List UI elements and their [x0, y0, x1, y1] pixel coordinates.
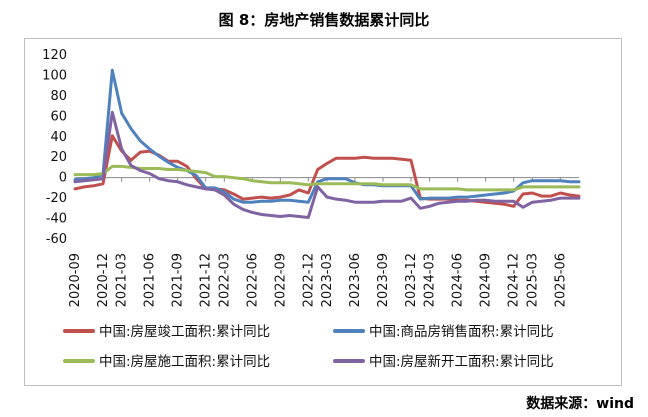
- x-tick-label: 2024-09: [479, 253, 494, 307]
- line-chart: -60 -40 -20 0 20 40 60 80 100 120 2020-09 2020-12 20…: [42, 48, 581, 370]
- x-tick-label: 2021-12: [199, 253, 214, 307]
- y-tick-label: 120: [42, 48, 67, 63]
- x-tick-label: 2025-06: [553, 253, 568, 307]
- x-tick-label: 2024-06: [451, 253, 466, 307]
- series-line-4: [73, 110, 581, 219]
- x-tick-label: 2023-12: [404, 253, 419, 307]
- y-tick-label: -40: [46, 212, 67, 227]
- x-tick-label: 2020-09: [68, 253, 83, 307]
- legend-label-3: 中国:房屋施工面积:累计同比: [99, 354, 270, 370]
- x-tick-label: 2023-03: [320, 253, 335, 307]
- chart-frame: -60 -40 -20 0 20 40 60 80 100 120 2020-09 2020-12 20…: [24, 38, 622, 386]
- legend-label-2: 中国:商品房销售面积:累计同比: [369, 324, 554, 340]
- x-tick-label: 2025-03: [525, 253, 540, 307]
- x-tick-label: 2023-06: [348, 253, 363, 307]
- x-tick-label: 2024-03: [423, 253, 438, 307]
- legend-label-4: 中国:房屋新开工面积:累计同比: [369, 354, 554, 370]
- data-source: 数据来源：wind: [526, 396, 634, 412]
- y-tick-label: 60: [50, 109, 67, 124]
- x-tick-label: 2020-12: [96, 253, 111, 307]
- y-tick-label: -60: [46, 232, 67, 247]
- x-tick-label: 2022-09: [273, 253, 288, 307]
- x-tick-label: 2021-03: [115, 253, 130, 307]
- y-tick-label: 100: [42, 68, 67, 83]
- x-tick-label: 2023-09: [376, 253, 391, 307]
- y-tick-label: 20: [50, 150, 67, 165]
- y-tick-label: 80: [50, 89, 67, 104]
- y-tick-label: 0: [59, 171, 67, 186]
- x-tick-label: 2024-12: [507, 253, 522, 307]
- legend-label-1: 中国:房屋竣工面积:累计同比: [99, 324, 270, 340]
- y-tick-label: -20: [46, 191, 67, 206]
- y-tick-label: 40: [50, 130, 67, 145]
- x-tick-label: 2022-06: [245, 253, 260, 307]
- series-line-3: [73, 164, 581, 192]
- x-tick-label: 2022-12: [301, 253, 316, 307]
- figure-title: 图 8：房地产销售数据累计同比: [218, 11, 430, 29]
- x-tick-label: 2021-06: [143, 253, 158, 307]
- series-line-2: [73, 68, 581, 204]
- x-tick-label: 2021-09: [171, 253, 186, 307]
- x-tick-label: 2022-03: [217, 253, 232, 307]
